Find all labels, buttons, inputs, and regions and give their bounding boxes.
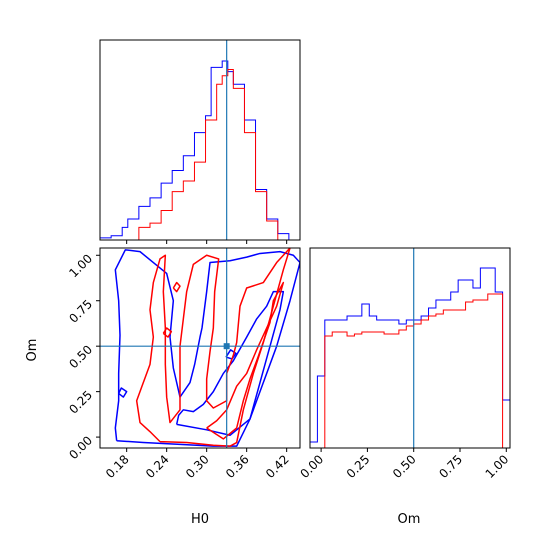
contour-h0-om-xtick-label-0: 0.18: [103, 452, 132, 481]
hist-om-xtick-label-0: 0.00: [297, 452, 326, 481]
x-axis-label-om: Om: [398, 512, 421, 527]
contour-h0-om-contour-5: [206, 281, 285, 440]
hist-h0-series-1: [100, 68, 300, 240]
contour-h0-om-contour-3: [225, 349, 237, 360]
contour-h0-om-xtick-label-3: 0.36: [223, 452, 252, 481]
contour-h0-om-panel: 0.18 0.24 0.30 0.36 0.42 0.00 0.25 0.50 0.75 1.00: [66, 247, 301, 481]
contour-h0-om-ytick-label-4: 1.00: [66, 251, 95, 280]
hist-h0-panel: [99, 39, 301, 244]
contour-h0-om-xtick-label-4: 0.42: [263, 452, 292, 481]
contour-h0-om-xtick-label-1: 0.24: [143, 452, 172, 481]
contour-h0-om-contour-0: [114, 249, 300, 447]
hist-om-panel: 0.00 0.25 0.50 0.75 1.00: [297, 247, 512, 481]
contour-h0-om-ytick-label-2: 0.50: [66, 342, 95, 371]
hist-h0-frame: [99, 39, 301, 241]
x-axis-label-h0: H0: [191, 512, 209, 527]
hist-h0-series-0: [100, 60, 300, 240]
contour-h0-om-contour-7: [172, 281, 181, 293]
contour-h0-om-xtick-label-2: 0.30: [183, 452, 212, 481]
contour-h0-om-contour-1: [175, 290, 285, 437]
hist-om-series-0: [310, 267, 510, 443]
contour-h0-om-contour-6: [162, 327, 173, 338]
contour-h0-om-ytick-label-3: 0.75: [66, 297, 95, 326]
contour-h0-om-contour-4: [135, 248, 291, 447]
contour-h0-om-frame: [99, 247, 301, 449]
contour-h0-om-ytick-label-1: 0.25: [66, 388, 95, 417]
hist-om-xtick-label-3: 0.75: [436, 452, 465, 481]
hist-om-series-1: [310, 293, 510, 448]
contour-h0-om-contour-2: [117, 387, 128, 398]
hist-om-xtick-label-1: 0.25: [344, 452, 373, 481]
y-axis-label-om: Om: [25, 339, 40, 362]
hist-om-frame: [309, 247, 511, 449]
contour-h0-om-truth-marker: [223, 343, 230, 350]
hist-om-xtick-label-2: 0.50: [390, 452, 419, 481]
hist-om-xtick-label-4: 1.00: [483, 452, 512, 481]
contour-h0-om-ytick-label-0: 0.00: [66, 433, 95, 462]
